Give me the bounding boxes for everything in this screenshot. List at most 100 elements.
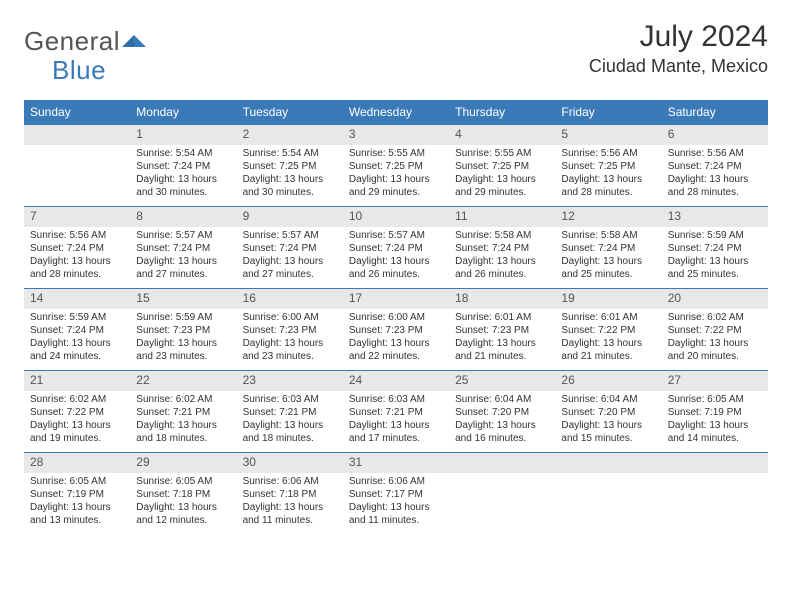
calendar-day-cell: 11Sunrise: 5:58 AMSunset: 7:24 PMDayligh… (449, 206, 555, 288)
day-daylight2: and 16 minutes. (455, 432, 549, 445)
day-sunset: Sunset: 7:21 PM (349, 406, 443, 419)
day-daylight2: and 28 minutes. (668, 186, 762, 199)
calendar-day-cell: 4Sunrise: 5:55 AMSunset: 7:25 PMDaylight… (449, 124, 555, 206)
day-sunset: Sunset: 7:20 PM (561, 406, 655, 419)
day-body: Sunrise: 6:05 AMSunset: 7:18 PMDaylight:… (130, 473, 236, 531)
day-daylight2: and 12 minutes. (136, 514, 230, 527)
day-body: Sunrise: 5:56 AMSunset: 7:25 PMDaylight:… (555, 145, 661, 203)
day-sunset: Sunset: 7:25 PM (349, 160, 443, 173)
day-sunrise: Sunrise: 6:02 AM (136, 393, 230, 406)
day-sunrise: Sunrise: 6:03 AM (349, 393, 443, 406)
day-daylight1: Daylight: 13 hours (668, 255, 762, 268)
day-daylight1: Daylight: 13 hours (136, 419, 230, 432)
day-number: 30 (237, 452, 343, 473)
day-number: 20 (662, 288, 768, 309)
day-daylight1: Daylight: 13 hours (349, 173, 443, 186)
day-sunrise: Sunrise: 5:59 AM (668, 229, 762, 242)
day-sunrise: Sunrise: 5:57 AM (349, 229, 443, 242)
day-sunset: Sunset: 7:22 PM (30, 406, 124, 419)
day-body: Sunrise: 5:57 AMSunset: 7:24 PMDaylight:… (237, 227, 343, 285)
day-daylight1: Daylight: 13 hours (30, 337, 124, 350)
month-title: July 2024 (589, 20, 768, 54)
day-sunset: Sunset: 7:22 PM (561, 324, 655, 337)
day-daylight2: and 18 minutes. (243, 432, 337, 445)
calendar-day-cell: 3Sunrise: 5:55 AMSunset: 7:25 PMDaylight… (343, 124, 449, 206)
calendar-week-row: 21 Sunrise: 6:02 AM Sunset: 7:22 PM Dayligh… (24, 370, 768, 452)
day-number: 31 (343, 452, 449, 473)
day-sunset: Sunset: 7:21 PM (136, 406, 230, 419)
day-sunset: Sunset: 7:25 PM (561, 160, 655, 173)
day-daylight2: and 17 minutes. (349, 432, 443, 445)
day-number: 4 (449, 124, 555, 145)
day-sunrise: Sunrise: 6:01 AM (455, 311, 549, 324)
day-number: 9 (237, 206, 343, 227)
calendar-day-cell: 21Sunrise: 6:02 AMSunset: 7:22 PMDayligh… (24, 370, 130, 452)
day-daylight1: Daylight: 13 hours (455, 337, 549, 350)
calendar-day-cell (555, 452, 661, 534)
calendar-day-cell: 29Sunrise: 6:05 AMSunset: 7:18 PMDayligh… (130, 452, 236, 534)
day-body (662, 473, 768, 479)
logo: General (24, 26, 148, 57)
calendar-week-row: 14Sunrise: 5:59 AMSunset: 7:24 PMDayligh… (24, 288, 768, 370)
day-body: Sunrise: 5:54 AMSunset: 7:25 PMDaylight:… (237, 145, 343, 203)
day-number: 5 (555, 124, 661, 145)
day-daylight1: Daylight: 13 hours (668, 337, 762, 350)
day-sunrise: Sunrise: 5:54 AM (243, 147, 337, 160)
day-daylight1: Daylight: 13 hours (136, 255, 230, 268)
calendar-day-cell: 23Sunrise: 6:03 AMSunset: 7:21 PMDayligh… (237, 370, 343, 452)
day-daylight1: Daylight: 13 hours (349, 501, 443, 514)
day-sunrise: Sunrise: 5:55 AM (349, 147, 443, 160)
calendar-day-cell: 2Sunrise: 5:54 AMSunset: 7:25 PMDaylight… (237, 124, 343, 206)
day-number: 29 (130, 452, 236, 473)
calendar-day-cell: 16Sunrise: 6:00 AMSunset: 7:23 PMDayligh… (237, 288, 343, 370)
calendar-week-row: 1Sunrise: 5:54 AMSunset: 7:24 PMDaylight… (24, 124, 768, 206)
day-sunrise: Sunrise: 6:06 AM (349, 475, 443, 488)
day-sunrise: Sunrise: 5:56 AM (561, 147, 655, 160)
day-number (555, 452, 661, 473)
day-number: 22 (130, 370, 236, 391)
day-number: 21 (24, 370, 130, 391)
day-number: 16 (237, 288, 343, 309)
day-sunrise: Sunrise: 5:58 AM (561, 229, 655, 242)
day-daylight1: Daylight: 13 hours (243, 501, 337, 514)
day-sunrise: Sunrise: 5:59 AM (30, 311, 124, 324)
day-daylight1: Daylight: 13 hours (136, 337, 230, 350)
day-daylight2: and 29 minutes. (349, 186, 443, 199)
logo-mark-icon (122, 29, 148, 54)
day-daylight1: Daylight: 13 hours (455, 419, 549, 432)
day-daylight2: and 22 minutes. (349, 350, 443, 363)
calendar-day-cell: 26Sunrise: 6:04 AMSunset: 7:20 PMDayligh… (555, 370, 661, 452)
day-body: Sunrise: 5:58 AMSunset: 7:24 PMDaylight:… (449, 227, 555, 285)
day-number: 1 (130, 124, 236, 145)
day-number: 25 (449, 370, 555, 391)
day-daylight1: Daylight: 13 hours (455, 173, 549, 186)
day-daylight1: Daylight: 13 hours (668, 173, 762, 186)
day-number (662, 452, 768, 473)
calendar-day-cell: 30Sunrise: 6:06 AMSunset: 7:18 PMDayligh… (237, 452, 343, 534)
day-sunset: Sunset: 7:20 PM (455, 406, 549, 419)
day-daylight1: Daylight: 13 hours (243, 419, 337, 432)
calendar-day-cell: 5Sunrise: 5:56 AMSunset: 7:25 PMDaylight… (555, 124, 661, 206)
day-sunset: Sunset: 7:24 PM (668, 242, 762, 255)
day-sunset: Sunset: 7:19 PM (668, 406, 762, 419)
day-body: Sunrise: 6:04 AMSunset: 7:20 PMDaylight:… (449, 391, 555, 449)
day-body: Sunrise: 5:54 AMSunset: 7:24 PMDaylight:… (130, 145, 236, 203)
day-body: Sunrise: 5:59 AMSunset: 7:24 PMDaylight:… (662, 227, 768, 285)
day-body: Sunrise: 5:55 AMSunset: 7:25 PMDaylight:… (449, 145, 555, 203)
day-number: 15 (130, 288, 236, 309)
day-daylight2: and 18 minutes. (136, 432, 230, 445)
day-body: Sunrise: 6:03 AMSunset: 7:21 PMDaylight:… (343, 391, 449, 449)
day-body (449, 473, 555, 479)
day-number: 23 (237, 370, 343, 391)
calendar-day-cell: 7Sunrise: 5:56 AMSunset: 7:24 PMDaylight… (24, 206, 130, 288)
calendar-day-cell: 9Sunrise: 5:57 AMSunset: 7:24 PMDaylight… (237, 206, 343, 288)
day-sunrise: Sunrise: 5:57 AM (243, 229, 337, 242)
day-body: Sunrise: 6:03 AMSunset: 7:21 PMDaylight:… (237, 391, 343, 449)
day-number (449, 452, 555, 473)
day-sunrise: Sunrise: 5:58 AM (455, 229, 549, 242)
day-daylight2: and 15 minutes. (561, 432, 655, 445)
day-daylight1: Daylight: 13 hours (349, 337, 443, 350)
calendar-day-cell: 6Sunrise: 5:56 AMSunset: 7:24 PMDaylight… (662, 124, 768, 206)
day-sunset: Sunset: 7:23 PM (243, 324, 337, 337)
day-sunset: Sunset: 7:24 PM (30, 242, 124, 255)
